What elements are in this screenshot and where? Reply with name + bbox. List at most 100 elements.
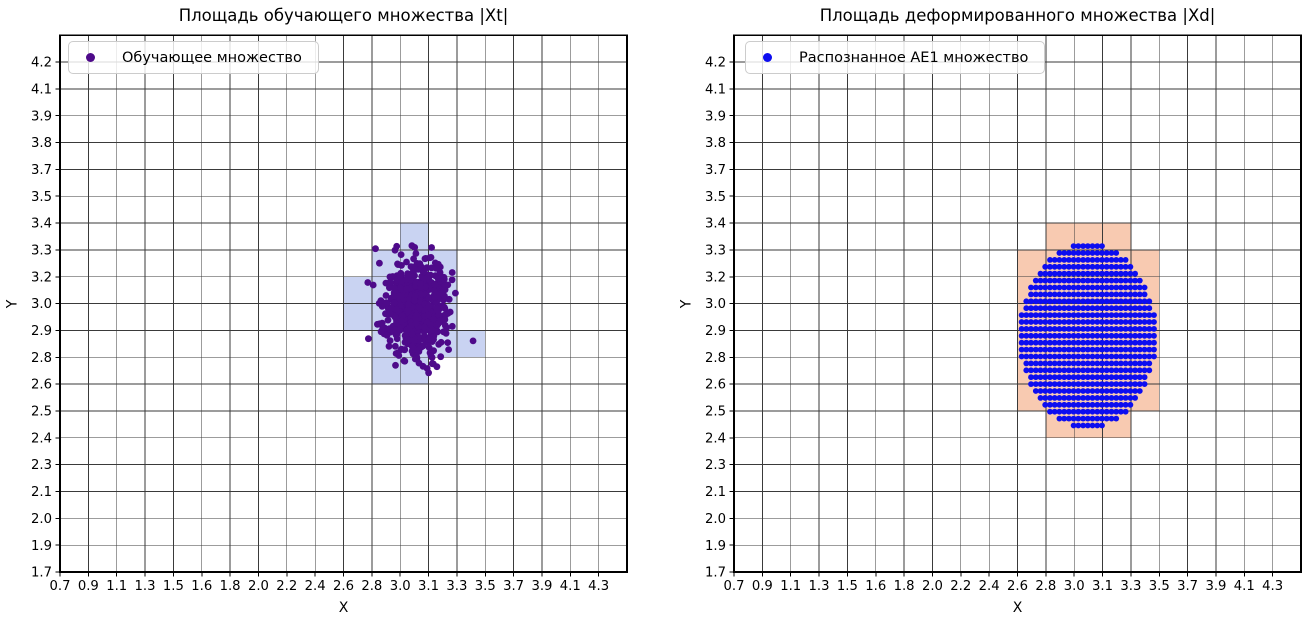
x-tick-label: 2.6: [333, 579, 354, 594]
tick-labels: 0.7 0.9 1.1 1.3 1.5 1.6 1.8 2.0 2.2 2.4 2.6 2.8 3.0 3…: [31, 56, 609, 594]
tick-marks: [55, 61, 600, 577]
y-tick-label: 1.7: [31, 566, 52, 581]
axes-frame: [59, 34, 628, 573]
x-tick-label: 1.3: [809, 579, 830, 594]
training-scatter-points: [364, 242, 477, 377]
x-tick-label: 0.9: [752, 579, 773, 594]
y-tick-label: 2.1: [705, 485, 726, 500]
y-tick-label: 3.9: [705, 109, 726, 124]
x-tick-label: 3.5: [1149, 579, 1170, 594]
x-tick-label: 0.7: [50, 579, 71, 594]
x-tick-label: 3.9: [531, 579, 552, 594]
y-tick-label: 2.4: [705, 431, 726, 446]
right-plot-legend: Распознанное AE1 множество: [745, 41, 1046, 74]
y-tick-label: 3.7: [31, 163, 52, 178]
x-tick-label: 3.9: [1205, 579, 1226, 594]
x-tick-label: 1.3: [135, 579, 156, 594]
left-y-axis-label: Y: [4, 299, 21, 309]
right-plot-axes-group: 0.7 0.9 1.1 1.3 1.5 1.6 1.8 2.0 2.2 2.4 2.6 2.8 3.0 3…: [705, 34, 1302, 594]
right-legend-label: Распознанное AE1 множество: [799, 49, 1029, 66]
y-tick-label: 2.0: [31, 512, 52, 527]
x-tick-label: 4.1: [1234, 579, 1255, 594]
x-tick-label: 2.6: [1007, 579, 1028, 594]
y-tick-label: 4.1: [31, 82, 52, 97]
y-tick-label: 4.1: [705, 82, 726, 97]
y-tick-label: 3.5: [705, 190, 726, 205]
right-x-axis-label: X: [1012, 600, 1023, 616]
left-plot-title: Площадь обучающего множества |Xt|: [178, 6, 509, 25]
y-tick-label: 2.3: [31, 458, 52, 473]
x-tick-label: 2.0: [248, 579, 269, 594]
y-tick-label: 2.8: [705, 351, 726, 366]
x-tick-label: 3.0: [390, 579, 411, 594]
x-tick-label: 2.4: [979, 579, 1000, 594]
x-tick-label: 1.1: [106, 579, 127, 594]
x-tick-label: 2.0: [922, 579, 943, 594]
x-tick-label: 2.4: [305, 579, 326, 594]
y-tick-label: 4.2: [705, 56, 726, 71]
y-tick-label: 3.3: [31, 244, 52, 259]
y-tick-label: 3.4: [705, 217, 726, 232]
x-tick-label: 1.6: [865, 579, 886, 594]
x-tick-label: 1.6: [191, 579, 212, 594]
x-tick-label: 1.1: [780, 579, 801, 594]
left-x-axis-label: X: [338, 600, 349, 616]
right-y-axis-label: Y: [678, 299, 695, 309]
x-tick-label: 3.7: [503, 579, 524, 594]
x-tick-label: 4.3: [588, 579, 609, 594]
x-tick-label: 2.8: [361, 579, 382, 594]
x-tick-label: 3.1: [1092, 579, 1113, 594]
left-plot-axes-group: 0.7 0.9 1.1 1.3 1.5 1.6 1.8 2.0 2.2 2.4 2.6 2.8 3.0 3…: [31, 34, 628, 594]
x-tick-label: 3.7: [1177, 579, 1198, 594]
left-plot-legend: Обучающее множество: [68, 41, 319, 74]
y-tick-label: 3.2: [705, 270, 726, 285]
x-tick-label: 2.8: [1035, 579, 1056, 594]
y-tick-label: 3.8: [705, 136, 726, 151]
x-tick-label: 3.5: [475, 579, 496, 594]
x-tick-label: 3.1: [418, 579, 439, 594]
grid-lines: [59, 35, 627, 573]
y-tick-label: 2.5: [31, 405, 52, 420]
y-tick-label: 3.9: [31, 109, 52, 124]
recognized-lattice-points: [1018, 243, 1157, 429]
left-legend-label: Обучающее множество: [122, 49, 302, 66]
tick-marks: [729, 61, 1274, 577]
x-tick-label: 1.8: [220, 579, 241, 594]
y-tick-label: 2.5: [705, 405, 726, 420]
y-tick-label: 1.7: [705, 566, 726, 581]
y-tick-label: 3.2: [31, 270, 52, 285]
x-tick-label: 4.1: [560, 579, 581, 594]
x-tick-label: 3.3: [1120, 579, 1141, 594]
x-tick-label: 1.8: [894, 579, 915, 594]
x-tick-label: 4.3: [1262, 579, 1283, 594]
recognized-set-marker-icon: [763, 53, 772, 62]
training-set-marker-icon: [86, 53, 95, 62]
outlier-point: [469, 337, 477, 345]
y-tick-label: 1.9: [705, 539, 726, 554]
x-tick-label: 2.2: [276, 579, 297, 594]
x-tick-label: 2.2: [950, 579, 971, 594]
axes-frame: [733, 34, 1302, 573]
y-tick-label: 4.2: [31, 56, 52, 71]
y-tick-label: 2.8: [31, 351, 52, 366]
x-tick-label: 0.7: [724, 579, 745, 594]
y-tick-label: 3.8: [31, 136, 52, 151]
y-tick-label: 3.7: [705, 163, 726, 178]
y-tick-label: 3.0: [705, 297, 726, 312]
x-tick-label: 1.5: [837, 579, 858, 594]
y-tick-label: 3.3: [705, 244, 726, 259]
y-tick-label: 2.0: [705, 512, 726, 527]
y-tick-label: 3.0: [31, 297, 52, 312]
y-tick-label: 2.4: [31, 431, 52, 446]
x-tick-label: 3.3: [446, 579, 467, 594]
y-tick-label: 2.1: [31, 485, 52, 500]
y-tick-label: 3.5: [31, 190, 52, 205]
y-tick-label: 2.9: [705, 324, 726, 339]
y-tick-label: 2.6: [31, 378, 52, 393]
y-tick-label: 2.6: [705, 378, 726, 393]
x-tick-label: 1.5: [163, 579, 184, 594]
y-tick-label: 1.9: [31, 539, 52, 554]
grid-lines: [733, 35, 1301, 573]
